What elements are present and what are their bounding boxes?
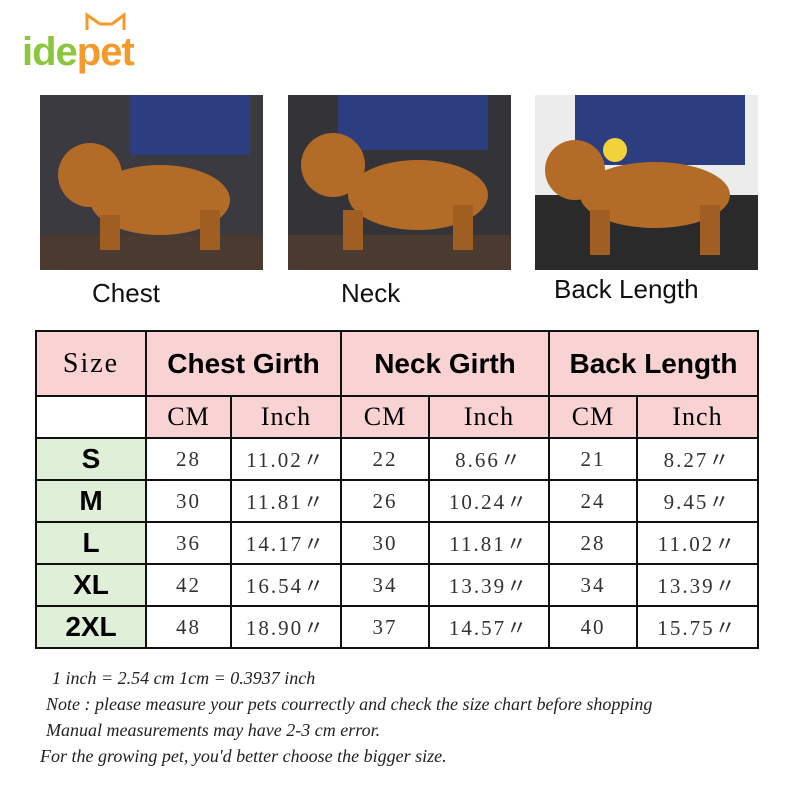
- measurement-cell: 34: [340, 563, 430, 607]
- measurement-cell: 8.27〃: [636, 437, 759, 481]
- measurement-cell: 30: [340, 521, 430, 565]
- caption-neck: Neck: [341, 278, 401, 308]
- neck-girth-header: Neck Girth: [340, 330, 550, 397]
- measurement-cell: 28: [145, 437, 232, 481]
- table-row: 2XL 48 18.90〃 37 14.57〃 40 15.75〃: [35, 605, 759, 649]
- caption-back-length: Back Length: [554, 274, 699, 304]
- photo-neck-measure: [288, 95, 511, 270]
- photo-back-length-measure: [535, 95, 758, 270]
- measurement-cell: 16.54〃: [230, 563, 342, 607]
- measurement-cell: 28: [548, 521, 638, 565]
- measurement-cell: 18.90〃: [230, 605, 342, 649]
- error-note: Manual measurements may have 2-3 cm erro…: [46, 720, 381, 740]
- measurement-cell: 37: [340, 605, 430, 649]
- back-length-header: Back Length: [548, 330, 759, 397]
- size-chart-table: Size Chest Girth Neck Girth Back Length …: [35, 330, 759, 649]
- unit-header: Inch: [230, 395, 342, 439]
- size-label: L: [35, 521, 147, 565]
- unit-header: CM: [548, 395, 638, 439]
- table-row: L 36 14.17〃 30 11.81〃 28 11.02〃: [35, 521, 759, 565]
- unit-header: Inch: [428, 395, 550, 439]
- size-header: Size: [35, 330, 147, 397]
- measurement-cell: 15.75〃: [636, 605, 759, 649]
- measurement-cell: 8.66〃: [428, 437, 550, 481]
- size-label: S: [35, 437, 147, 481]
- measurement-cell: 26: [340, 479, 430, 523]
- chest-girth-header: Chest Girth: [145, 330, 342, 397]
- table-row: XL 42 16.54〃 34 13.39〃 34 13.39〃: [35, 563, 759, 607]
- measurement-cell: 21: [548, 437, 638, 481]
- photo-chest-measure: [40, 95, 263, 270]
- measurement-cell: 9.45〃: [636, 479, 759, 523]
- measurement-cell: 10.24〃: [428, 479, 550, 523]
- unit-header: CM: [340, 395, 430, 439]
- measurement-cell: 11.02〃: [636, 521, 759, 565]
- size-label: M: [35, 479, 147, 523]
- unit-header: CM: [145, 395, 232, 439]
- blank-cell: [35, 395, 147, 439]
- measurement-cell: 11.81〃: [428, 521, 550, 565]
- measurement-cell: 36: [145, 521, 232, 565]
- caption-chest: Chest: [92, 278, 160, 308]
- measurement-cell: 30: [145, 479, 232, 523]
- size-label: 2XL: [35, 605, 147, 649]
- measurement-cell: 48: [145, 605, 232, 649]
- measurement-cell: 42: [145, 563, 232, 607]
- measurement-cell: 11.81〃: [230, 479, 342, 523]
- growing-pet-note: For the growing pet, you'd better choose…: [40, 746, 447, 766]
- table-row: M 30 11.81〃 26 10.24〃 24 9.45〃: [35, 479, 759, 523]
- measurement-cell: 14.17〃: [230, 521, 342, 565]
- measurement-cell: 14.57〃: [428, 605, 550, 649]
- measure-note: Note : please measure your pets courrect…: [46, 694, 653, 714]
- size-label: XL: [35, 563, 147, 607]
- measurement-cell: 22: [340, 437, 430, 481]
- measurement-cell: 24: [548, 479, 638, 523]
- measurement-cell: 13.39〃: [428, 563, 550, 607]
- table-row: S 28 11.02〃 22 8.66〃 21 8.27〃: [35, 437, 759, 481]
- measurement-cell: 11.02〃: [230, 437, 342, 481]
- cat-ears-icon: [85, 12, 126, 30]
- measurement-cell: 34: [548, 563, 638, 607]
- measurement-cell: 13.39〃: [636, 563, 759, 607]
- conversion-note: 1 inch = 2.54 cm 1cm = 0.3937 inch: [52, 668, 316, 688]
- measurement-cell: 40: [548, 605, 638, 649]
- unit-header: Inch: [636, 395, 759, 439]
- idepet-logo: idepet: [22, 12, 152, 74]
